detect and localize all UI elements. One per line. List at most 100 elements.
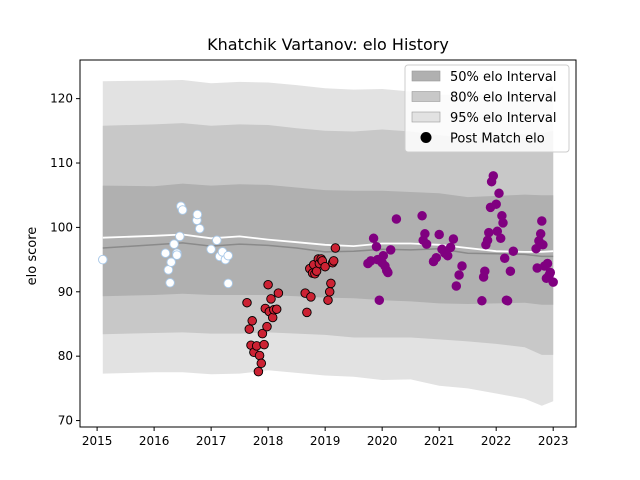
- post-match-point: [160, 248, 171, 258]
- post-match-point: [253, 366, 264, 377]
- x-tick-label: 2019: [310, 434, 341, 448]
- post-match-point: [165, 278, 175, 288]
- post-match-point: [326, 278, 336, 289]
- post-match-point: [271, 304, 282, 314]
- post-match-point: [502, 296, 513, 306]
- post-match-point: [537, 216, 547, 226]
- y-tick-label: 80: [58, 349, 73, 363]
- x-tick-label: 2021: [424, 434, 455, 448]
- post-match-point: [328, 256, 339, 266]
- post-match-point: [457, 261, 467, 271]
- legend-label: 95% elo Interval: [450, 111, 557, 126]
- legend: 50% elo Interval 80% elo Interval 95% elo …: [404, 64, 570, 153]
- post-match-point: [330, 243, 341, 253]
- post-match-point: [434, 229, 444, 240]
- post-match-point: [371, 241, 382, 252]
- post-match-point: [545, 267, 556, 278]
- post-match-point: [420, 229, 430, 239]
- post-match-point: [323, 295, 333, 305]
- post-match-point: [391, 214, 402, 224]
- y-tick-label: 100: [50, 220, 73, 234]
- x-tick-label: 2015: [82, 434, 113, 448]
- post-match-point: [257, 328, 268, 339]
- post-match-point: [454, 270, 464, 280]
- x-tick-label: 2023: [538, 434, 569, 448]
- post-match-point: [273, 288, 284, 298]
- y-tick-label: 70: [58, 414, 73, 428]
- legend-label: Post Match elo: [450, 132, 545, 147]
- post-match-point: [247, 316, 257, 326]
- post-match-point: [482, 235, 493, 246]
- post-match-point: [223, 278, 233, 289]
- post-match-point: [442, 250, 453, 261]
- post-match-point: [383, 267, 393, 278]
- post-match-point: [417, 211, 427, 221]
- post-match-point: [431, 252, 442, 263]
- median-elo-line: [102, 233, 554, 253]
- axes-frame: [79, 59, 577, 428]
- post-match-point: [324, 287, 335, 297]
- x-tick-label: 2018: [253, 434, 284, 448]
- post-match-point: [266, 294, 276, 304]
- legend-label: 50% elo Interval: [450, 70, 557, 85]
- post-match-point: [259, 339, 269, 350]
- post-match-point: [477, 296, 487, 306]
- post-match-point: [262, 321, 272, 332]
- y-axis-label: elo score: [25, 227, 40, 286]
- post-match-point: [378, 250, 389, 261]
- post-match-point: [451, 281, 462, 291]
- post-match-point: [421, 239, 432, 249]
- post-match-point: [169, 239, 179, 249]
- x-tick-label: 2020: [367, 434, 398, 448]
- post-match-point: [267, 312, 278, 323]
- post-match-point: [206, 244, 216, 255]
- post-match-point: [172, 250, 182, 260]
- post-match-point: [166, 257, 176, 267]
- post-match-point: [505, 266, 516, 276]
- post-match-point: [320, 261, 330, 272]
- post-match-point: [542, 258, 553, 269]
- x-tick-label: 2017: [196, 434, 227, 448]
- post-match-point: [212, 235, 222, 246]
- post-match-point: [488, 171, 499, 181]
- post-match-point: [480, 266, 490, 276]
- post-match-point: [498, 218, 508, 228]
- post-match-point: [445, 242, 456, 253]
- chart-title: Khatchik Vartanov: elo History: [207, 35, 449, 54]
- post-match-point: [177, 205, 188, 215]
- post-match-point: [175, 231, 185, 242]
- post-match-point: [254, 350, 265, 361]
- plot-area: 2015 2016 2017 2018 2019 2020 2021 2022 2023 70 80…: [50, 59, 577, 448]
- post-match-point: [491, 199, 501, 209]
- legend-swatch: [411, 111, 441, 123]
- post-match-point: [494, 188, 504, 199]
- y-tick-label: 90: [58, 285, 73, 299]
- post-match-point: [548, 277, 558, 287]
- post-match-point: [223, 250, 233, 261]
- post-match-point: [244, 324, 255, 334]
- post-match-point: [499, 253, 510, 264]
- post-match-point: [535, 229, 546, 239]
- legend-marker: [420, 132, 432, 143]
- post-match-point: [306, 292, 316, 302]
- legend-box: [404, 64, 570, 153]
- post-match-point: [385, 245, 396, 255]
- post-match-point: [448, 234, 459, 244]
- post-match-point: [242, 297, 252, 308]
- legend-swatch: [411, 91, 441, 102]
- x-tick-label: 2022: [481, 434, 512, 448]
- legend-swatch: [411, 70, 441, 82]
- post-match-point: [374, 295, 385, 305]
- y-tick-label: 120: [50, 92, 73, 106]
- y-tick-label: 110: [50, 156, 73, 170]
- post-match-point: [256, 358, 267, 369]
- post-match-point: [263, 279, 273, 290]
- post-match-point: [484, 227, 494, 238]
- post-match-point: [98, 254, 108, 265]
- legend-label: 80% elo Interval: [450, 91, 557, 106]
- post-match-point: [368, 233, 379, 244]
- post-match-point: [192, 209, 203, 220]
- x-tick-label: 2016: [139, 434, 170, 448]
- post-match-point: [194, 223, 205, 234]
